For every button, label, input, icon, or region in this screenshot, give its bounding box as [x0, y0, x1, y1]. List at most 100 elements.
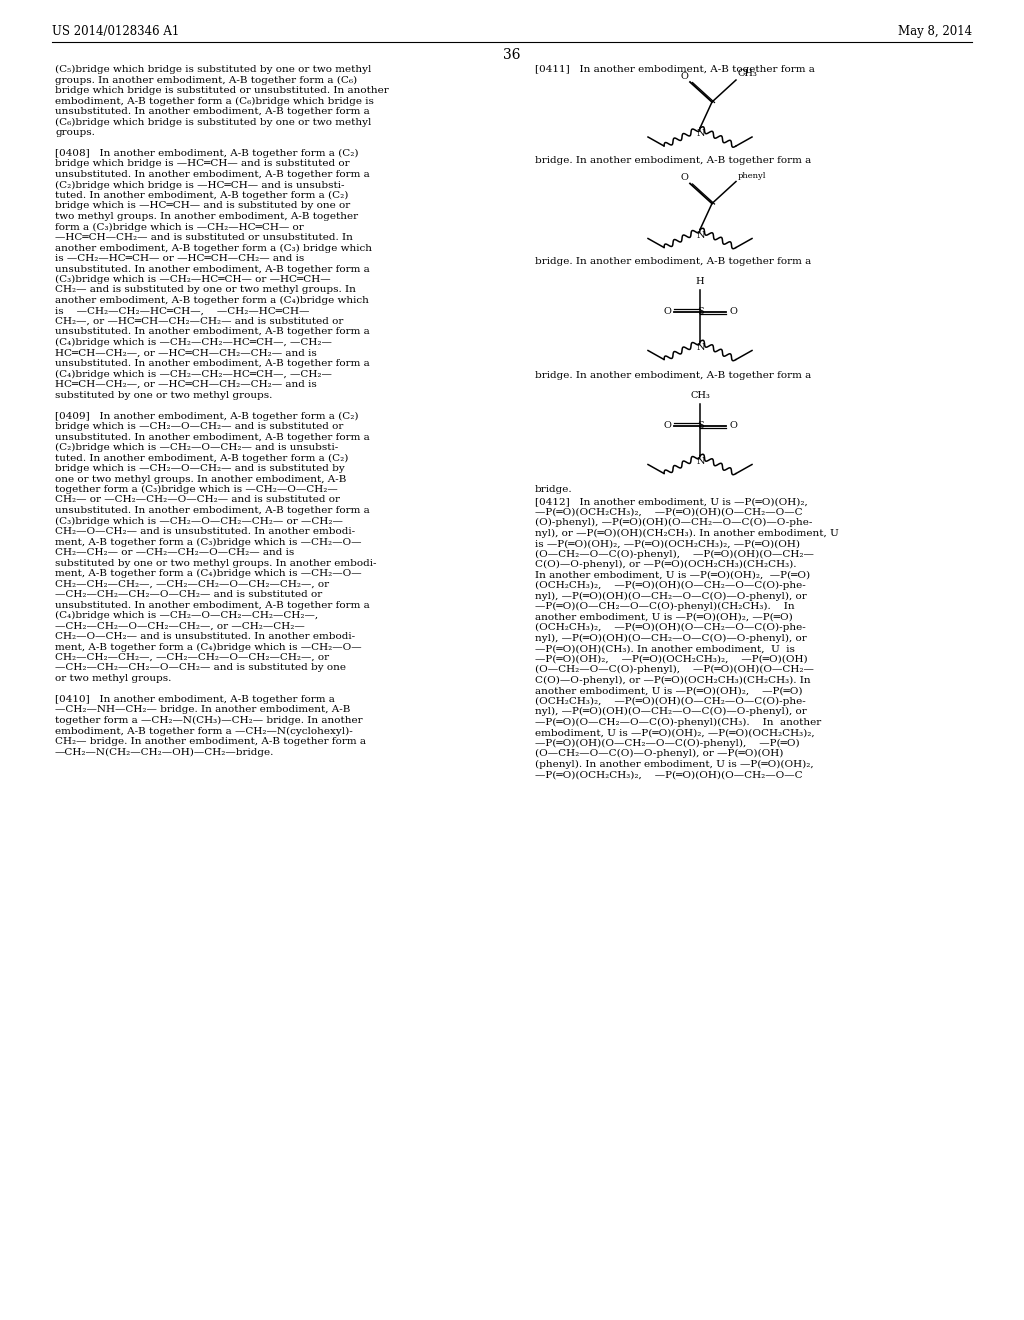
Text: (C₄)bridge which is —CH₂—CH₂—HC═CH—, —CH₂—: (C₄)bridge which is —CH₂—CH₂—HC═CH—, —CH…: [55, 370, 332, 379]
Text: (O)-phenyl), —P(═O)(OH)(O—CH₂—O—C(O)—O-phe-: (O)-phenyl), —P(═O)(OH)(O—CH₂—O—C(O)—O-p…: [535, 517, 812, 527]
Text: bridge. In another embodiment, A-B together form a: bridge. In another embodiment, A-B toget…: [535, 371, 811, 380]
Text: (C₅)bridge which bridge is substituted by one or two methyl: (C₅)bridge which bridge is substituted b…: [55, 65, 372, 74]
Text: —P(═O)(OCH₂CH₃)₂,    —P(═O)(OH)(O—CH₂—O—C: —P(═O)(OCH₂CH₃)₂, —P(═O)(OH)(O—CH₂—O—C: [535, 508, 803, 516]
Text: (C₃)bridge which is —CH₂—HC═CH— or —HC═CH—: (C₃)bridge which is —CH₂—HC═CH— or —HC═C…: [55, 275, 331, 284]
Text: substituted by one or two methyl groups. In another embodi-: substituted by one or two methyl groups.…: [55, 558, 377, 568]
Text: or two methyl groups.: or two methyl groups.: [55, 675, 171, 682]
Text: (OCH₂CH₃)₂,    —P(═O)(OH)(O—CH₂—O—C(O)-phe-: (OCH₂CH₃)₂, —P(═O)(OH)(O—CH₂—O—C(O)-phe-: [535, 623, 806, 632]
Text: together form a (C₃)bridge which is —CH₂—O—CH₂—: together form a (C₃)bridge which is —CH₂…: [55, 484, 338, 494]
Text: [0411]   In another embodiment, A-B together form a: [0411] In another embodiment, A-B togeth…: [535, 65, 815, 74]
Text: O: O: [664, 421, 671, 430]
Text: —P(═O)(OH)(O—CH₂—O—C(O)-phenyl),    —P(═O): —P(═O)(OH)(O—CH₂—O—C(O)-phenyl), —P(═O): [535, 739, 800, 747]
Text: O: O: [680, 173, 688, 182]
Text: (phenyl). In another embodiment, U is —P(═O)(OH)₂,: (phenyl). In another embodiment, U is —P…: [535, 759, 814, 768]
Text: bridge. In another embodiment, A-B together form a: bridge. In another embodiment, A-B toget…: [535, 257, 811, 267]
Text: (O—CH₂—O—C(O)—O-phenyl), or —P(═O)(OH): (O—CH₂—O—C(O)—O-phenyl), or —P(═O)(OH): [535, 748, 783, 758]
Text: CH₂—CH₂—CH₂—, —CH₂—CH₂—O—CH₂—CH₂—, or: CH₂—CH₂—CH₂—, —CH₂—CH₂—O—CH₂—CH₂—, or: [55, 653, 329, 663]
Text: bridge.: bridge.: [535, 486, 572, 495]
Text: together form a —CH₂—N(CH₃)—CH₂— bridge. In another: together form a —CH₂—N(CH₃)—CH₂— bridge.…: [55, 715, 362, 725]
Text: CH₂— or —CH₂—CH₂—O—CH₂— and is substituted or: CH₂— or —CH₂—CH₂—O—CH₂— and is substitut…: [55, 495, 340, 504]
Text: HC═CH—CH₂—, or —HC═CH—CH₂—CH₂— and is: HC═CH—CH₂—, or —HC═CH—CH₂—CH₂— and is: [55, 380, 316, 389]
Text: (C₂)bridge which is —CH₂—O—CH₂— and is unsubsti-: (C₂)bridge which is —CH₂—O—CH₂— and is u…: [55, 444, 338, 453]
Text: tuted. In another embodiment, A-B together form a (C₂): tuted. In another embodiment, A-B togeth…: [55, 191, 348, 201]
Text: unsubstituted. In another embodiment, A-B together form a: unsubstituted. In another embodiment, A-…: [55, 327, 370, 337]
Text: substituted by one or two methyl groups.: substituted by one or two methyl groups.: [55, 391, 272, 400]
Text: [0408]   In another embodiment, A-B together form a (C₂): [0408] In another embodiment, A-B togeth…: [55, 149, 358, 158]
Text: (OCH₂CH₃)₂,    —P(═O)(OH)(O—CH₂—O—C(O)-phe-: (OCH₂CH₃)₂, —P(═O)(OH)(O—CH₂—O—C(O)-phe-: [535, 581, 806, 590]
Text: unsubstituted. In another embodiment, A-B together form a: unsubstituted. In another embodiment, A-…: [55, 107, 370, 116]
Text: HC═CH—CH₂—, or —HC═CH—CH₂—CH₂— and is: HC═CH—CH₂—, or —HC═CH—CH₂—CH₂— and is: [55, 348, 316, 358]
Text: unsubstituted. In another embodiment, A-B together form a: unsubstituted. In another embodiment, A-…: [55, 506, 370, 515]
Text: CH₂—O—CH₂— and is unsubstituted. In another embodi-: CH₂—O—CH₂— and is unsubstituted. In anot…: [55, 527, 355, 536]
Text: another embodiment, A-B together form a (C₄)bridge which: another embodiment, A-B together form a …: [55, 296, 369, 305]
Text: unsubstituted. In another embodiment, A-B together form a: unsubstituted. In another embodiment, A-…: [55, 264, 370, 273]
Text: is —P(═O)(OH)₂, —P(═O)(OCH₂CH₃)₂, —P(═O)(OH): is —P(═O)(OH)₂, —P(═O)(OCH₂CH₃)₂, —P(═O)…: [535, 539, 800, 548]
Text: embodiment, U is —P(═O)(OH)₂, —P(═O)(OCH₂CH₃)₂,: embodiment, U is —P(═O)(OH)₂, —P(═O)(OCH…: [535, 729, 815, 737]
Text: —CH₂—CH₂—CH₂—O—CH₂— and is substituted or: —CH₂—CH₂—CH₂—O—CH₂— and is substituted o…: [55, 590, 323, 599]
Text: nyl), —P(═O)(OH)(O—CH₂—O—C(O)—O-phenyl), or: nyl), —P(═O)(OH)(O—CH₂—O—C(O)—O-phenyl),…: [535, 708, 807, 717]
Text: O: O: [729, 421, 737, 430]
Text: (O—CH₂—O—C(O)-phenyl),    —P(═O)(OH)(O—CH₂—: (O—CH₂—O—C(O)-phenyl), —P(═O)(OH)(O—CH₂—: [535, 549, 814, 558]
Text: US 2014/0128346 A1: US 2014/0128346 A1: [52, 25, 179, 38]
Text: embodiment, A-B together form a —CH₂—N(cyclohexyl)-: embodiment, A-B together form a —CH₂—N(c…: [55, 726, 352, 735]
Text: In another embodiment, U is —P(═O)(OH)₂,  —P(═O): In another embodiment, U is —P(═O)(OH)₂,…: [535, 570, 810, 579]
Text: [0409]   In another embodiment, A-B together form a (C₂): [0409] In another embodiment, A-B togeth…: [55, 412, 358, 421]
Text: (C₆)bridge which bridge is substituted by one or two methyl: (C₆)bridge which bridge is substituted b…: [55, 117, 372, 127]
Text: CH₂—CH₂— or —CH₂—CH₂—O—CH₂— and is: CH₂—CH₂— or —CH₂—CH₂—O—CH₂— and is: [55, 548, 294, 557]
Text: (C₃)bridge which is —CH₂—O—CH₂—CH₂— or —CH₂—: (C₃)bridge which is —CH₂—O—CH₂—CH₂— or —…: [55, 516, 343, 525]
Text: bridge which bridge is substituted or unsubstituted. In another: bridge which bridge is substituted or un…: [55, 86, 389, 95]
Text: N: N: [696, 129, 706, 139]
Text: O: O: [680, 73, 688, 81]
Text: nyl), —P(═O)(OH)(O—CH₂—O—C(O)—O-phenyl), or: nyl), —P(═O)(OH)(O—CH₂—O—C(O)—O-phenyl),…: [535, 634, 807, 643]
Text: groups.: groups.: [55, 128, 95, 137]
Text: groups. In another embodiment, A-B together form a (C₆): groups. In another embodiment, A-B toget…: [55, 75, 357, 84]
Text: —P(═O)(OH)₂,    —P(═O)(OCH₂CH₃)₂,    —P(═O)(OH): —P(═O)(OH)₂, —P(═O)(OCH₂CH₃)₂, —P(═O)(OH…: [535, 655, 808, 664]
Text: —P(═O)(OCH₂CH₃)₂,    —P(═O)(OH)(O—CH₂—O—C: —P(═O)(OCH₂CH₃)₂, —P(═O)(OH)(O—CH₂—O—C: [535, 770, 803, 779]
Text: ment, A-B together form a (C₃)bridge which is —CH₂—O—: ment, A-B together form a (C₃)bridge whi…: [55, 537, 361, 546]
Text: ment, A-B together form a (C₄)bridge which is —CH₂—O—: ment, A-B together form a (C₄)bridge whi…: [55, 643, 361, 652]
Text: May 8, 2014: May 8, 2014: [898, 25, 972, 38]
Text: (OCH₂CH₃)₂,    —P(═O)(OH)(O—CH₂—O—C(O)-phe-: (OCH₂CH₃)₂, —P(═O)(OH)(O—CH₂—O—C(O)-phe-: [535, 697, 806, 706]
Text: ment, A-B together form a (C₄)bridge which is —CH₂—O—: ment, A-B together form a (C₄)bridge whi…: [55, 569, 361, 578]
Text: [0412]   In another embodiment, U is —P(═O)(OH)₂,: [0412] In another embodiment, U is —P(═O…: [535, 498, 808, 506]
Text: [0410]   In another embodiment, A-B together form a: [0410] In another embodiment, A-B togeth…: [55, 696, 335, 704]
Text: another embodiment, U is —P(═O)(OH)₂,    —P(═O): another embodiment, U is —P(═O)(OH)₂, —P…: [535, 686, 803, 696]
Text: two methyl groups. In another embodiment, A-B together: two methyl groups. In another embodiment…: [55, 213, 358, 220]
Text: nyl), or —P(═O)(OH)(CH₂CH₃). In another embodiment, U: nyl), or —P(═O)(OH)(CH₂CH₃). In another …: [535, 528, 839, 537]
Text: unsubstituted. In another embodiment, A-B together form a: unsubstituted. In another embodiment, A-…: [55, 359, 370, 368]
Text: CH₂—O—CH₂— and is unsubstituted. In another embodi-: CH₂—O—CH₂— and is unsubstituted. In anot…: [55, 632, 355, 642]
Text: C(O)—O-phenyl), or —P(═O)(OCH₂CH₃)(CH₂CH₃).: C(O)—O-phenyl), or —P(═O)(OCH₂CH₃)(CH₂CH…: [535, 560, 797, 569]
Text: S: S: [696, 421, 703, 430]
Text: (C₄)bridge which is —CH₂—O—CH₂—CH₂—CH₂—,: (C₄)bridge which is —CH₂—O—CH₂—CH₂—CH₂—,: [55, 611, 318, 620]
Text: form a (C₃)bridge which is —CH₂—HC═CH— or: form a (C₃)bridge which is —CH₂—HC═CH— o…: [55, 223, 304, 231]
Text: bridge which bridge is —HC═CH— and is substituted or: bridge which bridge is —HC═CH— and is su…: [55, 160, 349, 169]
Text: CH₃: CH₃: [738, 69, 758, 78]
Text: bridge. In another embodiment, A-B together form a: bridge. In another embodiment, A-B toget…: [535, 156, 811, 165]
Text: is    —CH₂—CH₂—HC═CH—,    —CH₂—HC═CH—: is —CH₂—CH₂—HC═CH—, —CH₂—HC═CH—: [55, 306, 309, 315]
Text: C(O)—O-phenyl), or —P(═O)(OCH₂CH₃)(CH₂CH₃). In: C(O)—O-phenyl), or —P(═O)(OCH₂CH₃)(CH₂CH…: [535, 676, 811, 685]
Text: 36: 36: [503, 48, 521, 62]
Text: (C₂)bridge which bridge is —HC═CH— and is unsubsti-: (C₂)bridge which bridge is —HC═CH— and i…: [55, 181, 344, 190]
Text: embodiment, A-B together form a (C₆)bridge which bridge is: embodiment, A-B together form a (C₆)brid…: [55, 96, 374, 106]
Text: tuted. In another embodiment, A-B together form a (C₂): tuted. In another embodiment, A-B togeth…: [55, 454, 348, 462]
Text: N: N: [696, 457, 706, 466]
Text: CH₂—, or —HC═CH—CH₂—CH₂— and is substituted or: CH₂—, or —HC═CH—CH₂—CH₂— and is substitu…: [55, 317, 343, 326]
Text: nyl), —P(═O)(OH)(O—CH₂—O—C(O)—O-phenyl), or: nyl), —P(═O)(OH)(O—CH₂—O—C(O)—O-phenyl),…: [535, 591, 807, 601]
Text: —CH₂—CH₂—O—CH₂—CH₂—, or —CH₂—CH₂—: —CH₂—CH₂—O—CH₂—CH₂—, or —CH₂—CH₂—: [55, 622, 305, 631]
Text: —CH₂—N(CH₂—CH₂—OH)—CH₂—bridge.: —CH₂—N(CH₂—CH₂—OH)—CH₂—bridge.: [55, 747, 274, 756]
Text: CH₂—CH₂—CH₂—, —CH₂—CH₂—O—CH₂—CH₂—, or: CH₂—CH₂—CH₂—, —CH₂—CH₂—O—CH₂—CH₂—, or: [55, 579, 329, 589]
Text: H: H: [695, 277, 705, 286]
Text: —P(═O)(O—CH₂—O—C(O)-phenyl)(CH₃).    In  another: —P(═O)(O—CH₂—O—C(O)-phenyl)(CH₃). In ano…: [535, 718, 821, 727]
Text: unsubstituted. In another embodiment, A-B together form a: unsubstituted. In another embodiment, A-…: [55, 433, 370, 441]
Text: N: N: [696, 342, 706, 351]
Text: bridge which is —CH₂—O—CH₂— and is substituted or: bridge which is —CH₂—O—CH₂— and is subst…: [55, 422, 343, 432]
Text: CH₂— bridge. In another embodiment, A-B together form a: CH₂— bridge. In another embodiment, A-B …: [55, 737, 366, 746]
Text: S: S: [696, 308, 703, 315]
Text: —P(═O)(O—CH₂—O—C(O)-phenyl)(CH₂CH₃).    In: —P(═O)(O—CH₂—O—C(O)-phenyl)(CH₂CH₃). In: [535, 602, 795, 611]
Text: (O—CH₂—O—C(O)-phenyl),    —P(═O)(OH)(O—CH₂—: (O—CH₂—O—C(O)-phenyl), —P(═O)(OH)(O—CH₂—: [535, 665, 814, 675]
Text: —P(═O)(OH)(CH₃). In another embodiment,  U  is: —P(═O)(OH)(CH₃). In another embodiment, …: [535, 644, 795, 653]
Text: —CH₂—NH—CH₂— bridge. In another embodiment, A-B: —CH₂—NH—CH₂— bridge. In another embodime…: [55, 705, 350, 714]
Text: is —CH₂—HC═CH— or —HC═CH—CH₂— and is: is —CH₂—HC═CH— or —HC═CH—CH₂— and is: [55, 253, 304, 263]
Text: (C₄)bridge which is —CH₂—CH₂—HC═CH—, —CH₂—: (C₄)bridge which is —CH₂—CH₂—HC═CH—, —CH…: [55, 338, 332, 347]
Text: unsubstituted. In another embodiment, A-B together form a: unsubstituted. In another embodiment, A-…: [55, 170, 370, 180]
